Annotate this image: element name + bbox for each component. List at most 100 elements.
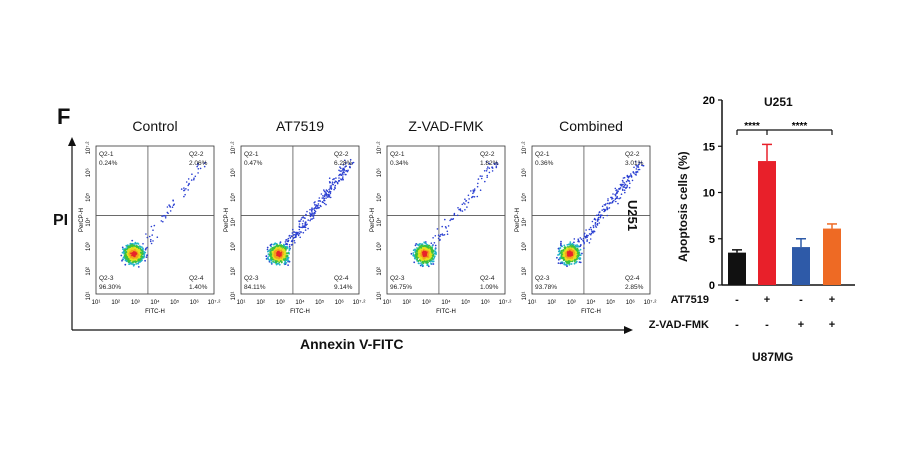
flow-plot-frame [531,145,651,295]
flow-y-tick-label: 10⁷·² [521,142,528,155]
flow-y-tick-label: 10⁷·² [376,142,383,155]
quadrant-label: 1.82% [480,160,499,167]
flow-x-tick-label: 10⁴ [295,299,305,306]
bar-y-tick-label: 10 [703,188,715,200]
flow-y-tick-label: 10⁴ [230,217,237,227]
flow-x-tick-label: 10⁷·² [499,299,512,306]
bar [823,228,841,285]
flow-y-tick-label: 10⁴ [521,217,528,227]
quadrant-label: 84.11% [244,284,266,291]
flow-panel-title: Combined [559,118,623,134]
bar [758,161,776,285]
flow-x-axis-name: FITC-H [581,309,601,315]
treatment-row-label: Z-VAD-FMK [648,319,709,331]
bar [728,252,746,285]
flow-x-tick-label: 10⁷·² [353,299,366,306]
flow-y-tick-label: 10¹ [377,292,383,301]
treatment-sign: + [828,319,836,331]
flow-x-tick-label: 10⁶ [481,299,491,306]
quadrant-label: Q2-1 [535,151,550,158]
bar [792,247,810,285]
flow-y-tick-label: 10¹ [86,292,92,301]
flow-y-tick-label: 10⁴ [376,217,383,227]
flow-x-tick-label: 10¹ [92,300,101,306]
flow-x-tick-label: 10³ [422,300,431,306]
flow-x-tick-label: 10⁶ [190,299,200,306]
flow-x-tick-label: 10⁶ [626,299,636,306]
flow-y-tick-label: 10² [377,267,383,276]
flow-x-tick-label: 10² [256,300,265,306]
flow-x-tick-label: 10³ [567,300,576,306]
treatment-sign: - [735,319,739,331]
flow-y-tick-label: 10³ [86,242,92,251]
quadrant-label: 0.36% [535,160,554,167]
flow-y-tick-label: 10¹ [231,292,237,301]
flow-y-tick-label: 10³ [522,242,528,251]
flow-x-tick-label: 10² [547,300,556,306]
quadrant-label: Q2-2 [189,151,204,158]
flow-y-axis-name: PerCP-H [79,208,85,232]
significance-label: **** [792,121,808,132]
event-dots [120,161,207,268]
significance-label: **** [744,121,760,132]
flow-x-tick-label: 10⁵ [315,299,325,306]
treatment-sign: - [765,319,769,331]
quadrant-label: 93.78% [535,284,557,291]
quadrant-label: Q2-2 [334,151,349,158]
flow-plot: Q2-1 0.34% Q2-2 1.82% Q2-3 96.75% Q2-4 1.09% 10¹… [370,142,512,315]
flow-y-tick-label: 10³ [377,242,383,251]
quadrant-label: 96.75% [390,284,412,291]
treatment-sign: - [735,294,739,306]
quadrant-label: 3.01% [625,160,644,167]
flow-y-tick-label: 10² [86,267,92,276]
flow-y-tick-label: 10⁴ [85,217,92,227]
flow-x-axis-name: FITC-H [145,309,165,315]
flow-y-tick-label: 10⁷·² [85,142,92,155]
flow-x-tick-label: 10¹ [528,300,537,306]
quadrant-label: 1.09% [480,284,499,291]
bar-chart-title: U251 [764,95,793,109]
quadrant-label: Q2-3 [535,275,550,282]
quadrant-label: Q2-4 [480,275,495,282]
quadrant-label: 0.47% [244,160,263,167]
event-dots [265,158,355,266]
flow-x-tick-label: 10⁶ [335,299,345,306]
flow-panel-title: AT7519 [276,118,324,134]
pi-axis-label: PI [53,212,69,229]
quadrant-label: Q2-3 [244,275,259,282]
quadrant-label: Q2-4 [625,275,640,282]
flow-plot-frame [386,145,506,295]
flow-x-tick-label: 10⁷·² [644,299,657,306]
flow-y-tick-label: 10² [522,267,528,276]
flow-y-tick-label: 10⁶ [376,168,383,178]
panel-letter: F [57,104,71,129]
event-dots [556,160,645,268]
quadrant-label: Q2-1 [99,151,114,158]
bar-y-tick-label: 15 [703,141,715,153]
quadrant-label: 9.14% [334,284,353,291]
flow-y-tick-label: 10⁵ [376,192,383,202]
quadrant-label: 1.40% [189,284,208,291]
treatment-sign: + [797,319,805,331]
quadrant-label: 2.06% [189,160,208,167]
flow-y-tick-label: 10¹ [522,292,528,301]
event-dots [410,160,499,268]
quadrant-label: Q2-3 [390,275,405,282]
bottom-cell-line-label: U87MG [752,350,794,364]
flow-x-axis-name: FITC-H [290,309,310,315]
flow-x-tick-label: 10⁴ [586,299,596,306]
outer-y-arrowhead [68,137,76,146]
quadrant-label: Q2-2 [625,151,640,158]
flow-y-tick-label: 10³ [231,242,237,251]
flow-plot: Q2-1 0.24% Q2-2 2.06% Q2-3 96.30% Q2-4 1.40% 10¹… [79,142,221,315]
treatment-sign: - [799,294,803,306]
flow-y-axis-name: PerCP-H [370,208,376,232]
treatment-sign: + [828,294,836,306]
flow-y-tick-label: 10⁵ [521,192,528,202]
flow-panel-title: Z-VAD-FMK [408,118,484,134]
flow-x-tick-label: 10¹ [237,300,246,306]
flow-x-tick-label: 10⁷·² [208,299,221,306]
quadrant-label: Q2-4 [189,275,204,282]
